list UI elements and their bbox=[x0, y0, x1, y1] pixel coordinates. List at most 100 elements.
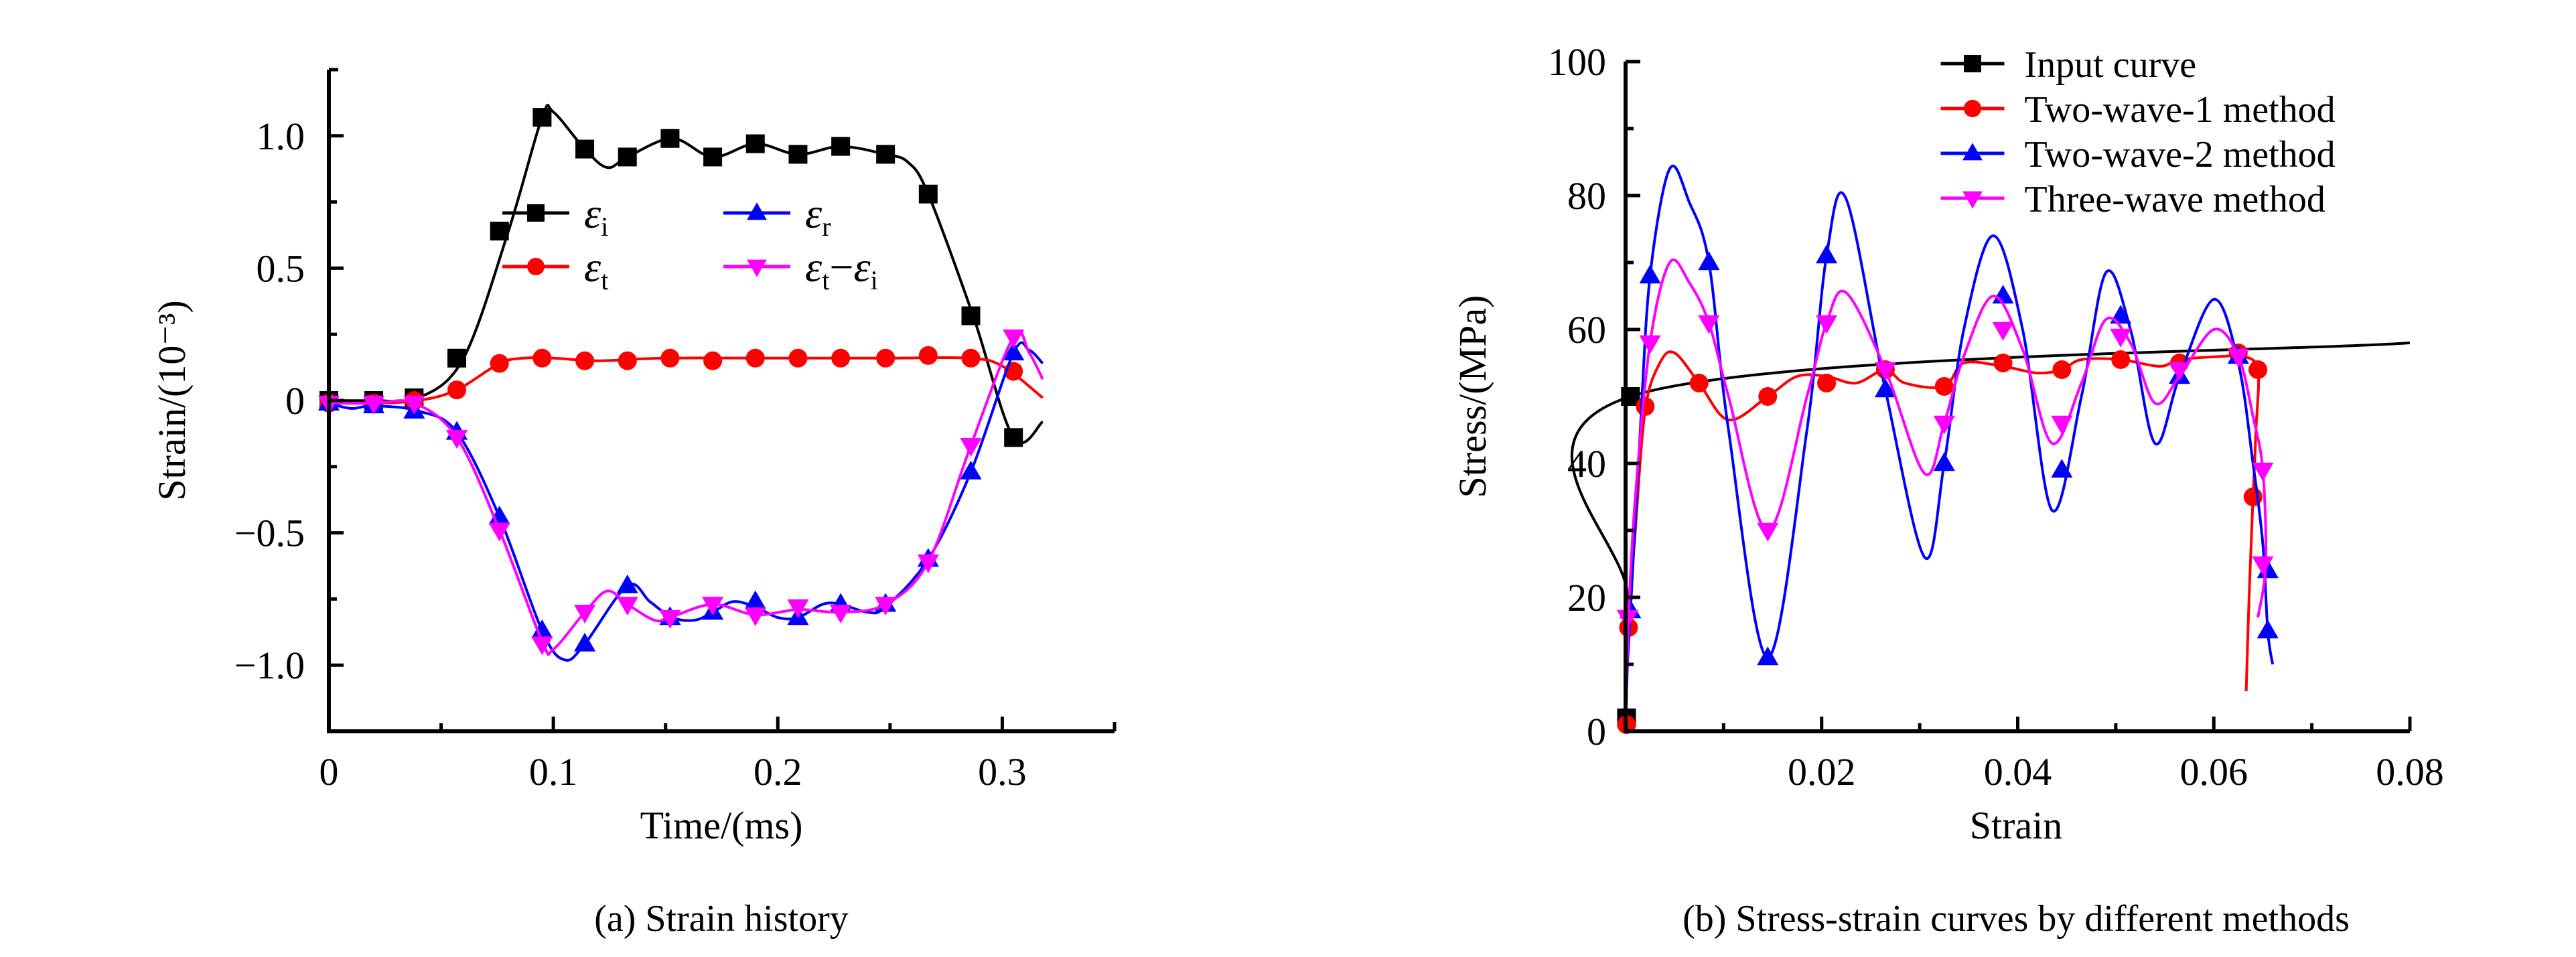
data-point bbox=[830, 604, 852, 623]
data-point bbox=[1698, 315, 1720, 334]
axes: 0 20 40 60 80 100 0.02 0.04 0.06 0.08 bbox=[1548, 40, 2444, 794]
data-point bbox=[745, 134, 765, 153]
data-point bbox=[1934, 377, 1954, 396]
data-point bbox=[1933, 452, 1955, 471]
data-point bbox=[787, 599, 809, 619]
legend-marker bbox=[1962, 143, 1983, 161]
legend-label: Two-wave-2 method bbox=[2025, 134, 2336, 175]
legend-item: εr bbox=[723, 190, 831, 242]
data-point bbox=[2111, 350, 2131, 369]
data-point bbox=[703, 147, 723, 167]
series-1 bbox=[319, 346, 1044, 413]
y-axis-label-a: Strain/(10⁻³) bbox=[150, 300, 194, 500]
data-point bbox=[447, 348, 467, 368]
axes: 1.0 0.5 0 −0.5 −1.0 0 0.1 0.2 0.3 bbox=[234, 68, 1117, 794]
legend-label: εi bbox=[584, 190, 608, 242]
legend-marker bbox=[527, 258, 545, 275]
series-3 bbox=[317, 329, 1044, 656]
data-point bbox=[788, 145, 808, 164]
data-point bbox=[1815, 244, 1838, 264]
legend-marker bbox=[1962, 191, 1983, 209]
y-tick-label: −1.0 bbox=[234, 644, 305, 687]
y-tick-label: 80 bbox=[1567, 174, 1606, 218]
data-point bbox=[2168, 362, 2191, 381]
data-point bbox=[490, 354, 509, 373]
data-point bbox=[618, 351, 637, 370]
x-tick-label: 0.08 bbox=[2376, 750, 2444, 794]
series-line bbox=[1570, 342, 2411, 732]
x-tick-label: 0.3 bbox=[978, 750, 1027, 794]
legend-marker bbox=[747, 259, 767, 277]
data-point bbox=[618, 147, 637, 167]
data-point bbox=[961, 306, 981, 325]
data-point bbox=[1874, 362, 1896, 381]
legend-marker bbox=[1964, 100, 1981, 117]
y-tick-label: 20 bbox=[1567, 576, 1606, 619]
series-line bbox=[328, 356, 1044, 405]
data-point bbox=[1698, 251, 1720, 271]
data-point bbox=[1993, 354, 2013, 372]
data-point bbox=[1757, 646, 1779, 666]
legend-item: εt−εi bbox=[723, 243, 878, 295]
data-point bbox=[917, 554, 939, 573]
x-tick-label: 0.06 bbox=[2180, 750, 2248, 794]
data-point bbox=[1992, 321, 2014, 341]
series-line bbox=[328, 104, 1044, 445]
data-point bbox=[2252, 556, 2274, 575]
data-point bbox=[744, 607, 766, 626]
data-point bbox=[1689, 374, 1709, 392]
data-point bbox=[660, 348, 680, 368]
data-point bbox=[1757, 522, 1779, 542]
y-tick-label: −0.5 bbox=[234, 512, 305, 555]
data-point bbox=[2257, 619, 2279, 639]
x-tick-label: 0.2 bbox=[754, 750, 802, 794]
data-point bbox=[876, 348, 896, 368]
data-point bbox=[532, 108, 552, 127]
data-point bbox=[1992, 285, 2014, 304]
data-point bbox=[490, 222, 509, 241]
legend-item: Input curve bbox=[1940, 44, 2197, 86]
data-point bbox=[831, 137, 851, 156]
data-point bbox=[875, 597, 897, 616]
legend-marker bbox=[527, 204, 545, 222]
data-point bbox=[1817, 374, 1837, 392]
data-point bbox=[616, 574, 638, 593]
legend-item: Two-wave-1 method bbox=[1940, 89, 2336, 131]
series-line bbox=[1624, 164, 2275, 732]
data-point bbox=[918, 184, 938, 204]
data-point bbox=[961, 348, 981, 368]
series-line bbox=[1624, 259, 2268, 732]
data-point bbox=[531, 619, 553, 639]
legend-item: Two-wave-2 method bbox=[1940, 134, 2336, 175]
data-point bbox=[573, 604, 596, 623]
series-0 bbox=[319, 104, 1044, 447]
data-point bbox=[960, 460, 982, 480]
data-point bbox=[2227, 348, 2249, 368]
data-point bbox=[745, 348, 765, 368]
series-1 bbox=[1617, 344, 2268, 734]
data-point bbox=[2052, 360, 2072, 379]
x-tick-label: 0.1 bbox=[529, 750, 578, 794]
legend-item: εi bbox=[502, 190, 608, 242]
y-tick-label: 0.5 bbox=[257, 246, 305, 290]
legend-label: εt bbox=[584, 243, 608, 295]
series-line bbox=[1624, 350, 2261, 732]
data-point bbox=[876, 145, 896, 164]
y-axis-label-b: Stress/(MPa) bbox=[1451, 295, 1494, 498]
x-axis-label-a: Time/(ms) bbox=[640, 804, 803, 847]
legend-label: Input curve bbox=[2025, 44, 2197, 86]
y-tick-label: 1.0 bbox=[257, 115, 305, 158]
caption-b: (b) Stress-strain curves by different me… bbox=[1683, 898, 2350, 940]
data-point bbox=[532, 348, 552, 368]
data-point bbox=[1874, 378, 1896, 398]
data-point bbox=[660, 129, 680, 148]
caption-a: (a) Strain history bbox=[594, 898, 848, 940]
data-point bbox=[1758, 387, 1778, 406]
data-point bbox=[831, 348, 851, 368]
data-point bbox=[531, 636, 553, 656]
series-line bbox=[328, 330, 1044, 656]
